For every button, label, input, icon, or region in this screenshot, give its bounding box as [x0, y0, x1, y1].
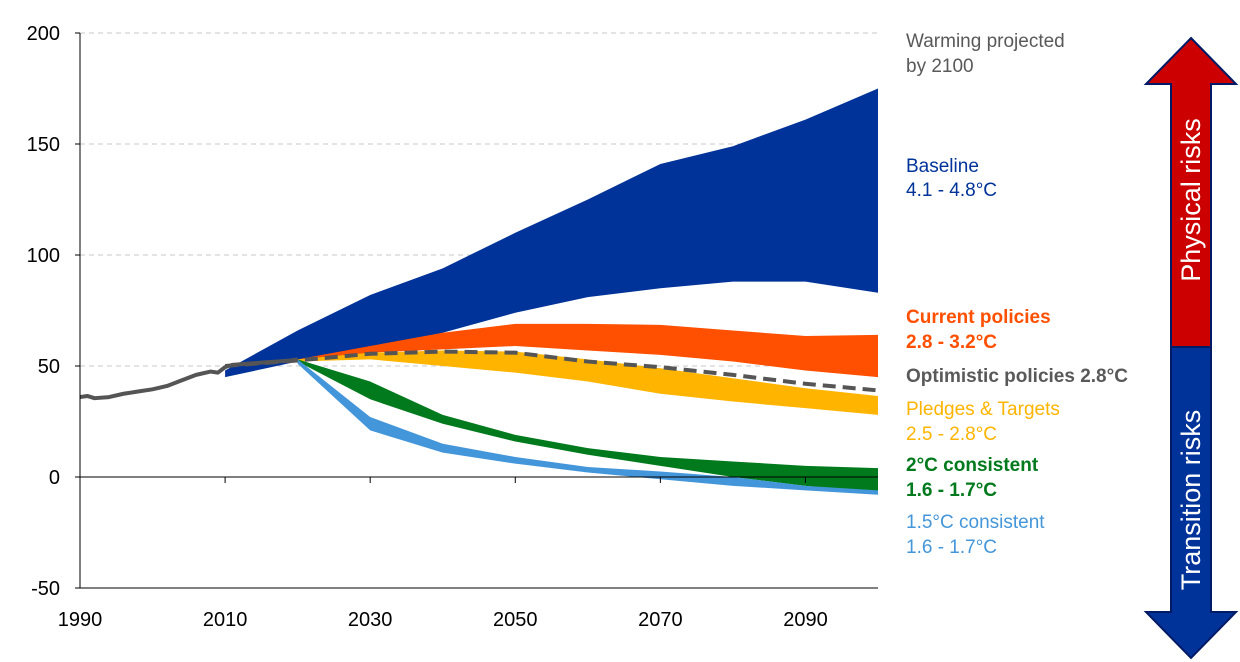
pledges-label: Pledges & Targets: [906, 399, 1060, 420]
x-tick-label: 2030: [348, 609, 393, 631]
current-policies-label: Current policies: [906, 307, 1051, 328]
scenario-bands: [225, 88, 878, 495]
historical-line: [79, 357, 298, 401]
band-two_degree: [297, 359, 878, 493]
annotation-labels: Warming projected by 2100 Baseline 4.1 -…: [906, 31, 1128, 558]
risk-arrow-bottom: [1143, 346, 1239, 660]
y-tick-label: 200: [27, 23, 60, 45]
axes: [75, 32, 878, 589]
optimistic-policies-line: [224, 349, 879, 393]
x-tick-label: 2050: [493, 609, 538, 631]
band-current_policies: [297, 323, 878, 378]
two-degree-range: 1.6 - 1.7°C: [906, 480, 997, 501]
x-tick-label: 2010: [203, 609, 248, 631]
y-tick-label: -50: [31, 578, 60, 600]
physical-risks-label: Physical risks: [1176, 118, 1206, 282]
band-pledges_targets: [297, 350, 878, 415]
x-tick-label: 2070: [638, 609, 683, 631]
warming-label-line1: Warming projected: [906, 31, 1065, 52]
y-tick-label: 50: [38, 356, 60, 378]
transition-risks-label: Transition risks: [1176, 410, 1206, 591]
baseline-range: 4.1 - 4.8°C: [906, 180, 997, 201]
x-tick-labels: 1990 2010 2030 2050 2070 2090: [58, 609, 828, 631]
baseline-label: Baseline: [906, 156, 979, 177]
x-tick-label: 2090: [783, 609, 828, 631]
series-lines: [79, 349, 879, 401]
one-five-degree-range: 1.6 - 1.7°C: [906, 537, 997, 558]
band-baseline: [225, 88, 878, 378]
two-degree-label: 2°C consistent: [906, 455, 1039, 476]
current-policies-range: 2.8 - 3.2°C: [906, 332, 997, 353]
y-tick-label: 0: [49, 467, 60, 489]
y-tick-label: 150: [27, 134, 60, 156]
x-tick-label: 1990: [58, 609, 103, 631]
risk-arrow: Physical risks Transition risks: [1143, 36, 1239, 660]
warming-label-line2: by 2100: [906, 56, 974, 77]
optimistic-policies-label: Optimistic policies 2.8°C: [906, 366, 1128, 387]
y-tick-labels: 200 150 100 50 0 -50: [27, 23, 60, 600]
band-one_five_degree: [297, 359, 878, 495]
y-tick-label: 100: [27, 245, 60, 267]
pledges-range: 2.5 - 2.8°C: [906, 424, 997, 445]
one-five-degree-label: 1.5°C consistent: [906, 512, 1045, 533]
